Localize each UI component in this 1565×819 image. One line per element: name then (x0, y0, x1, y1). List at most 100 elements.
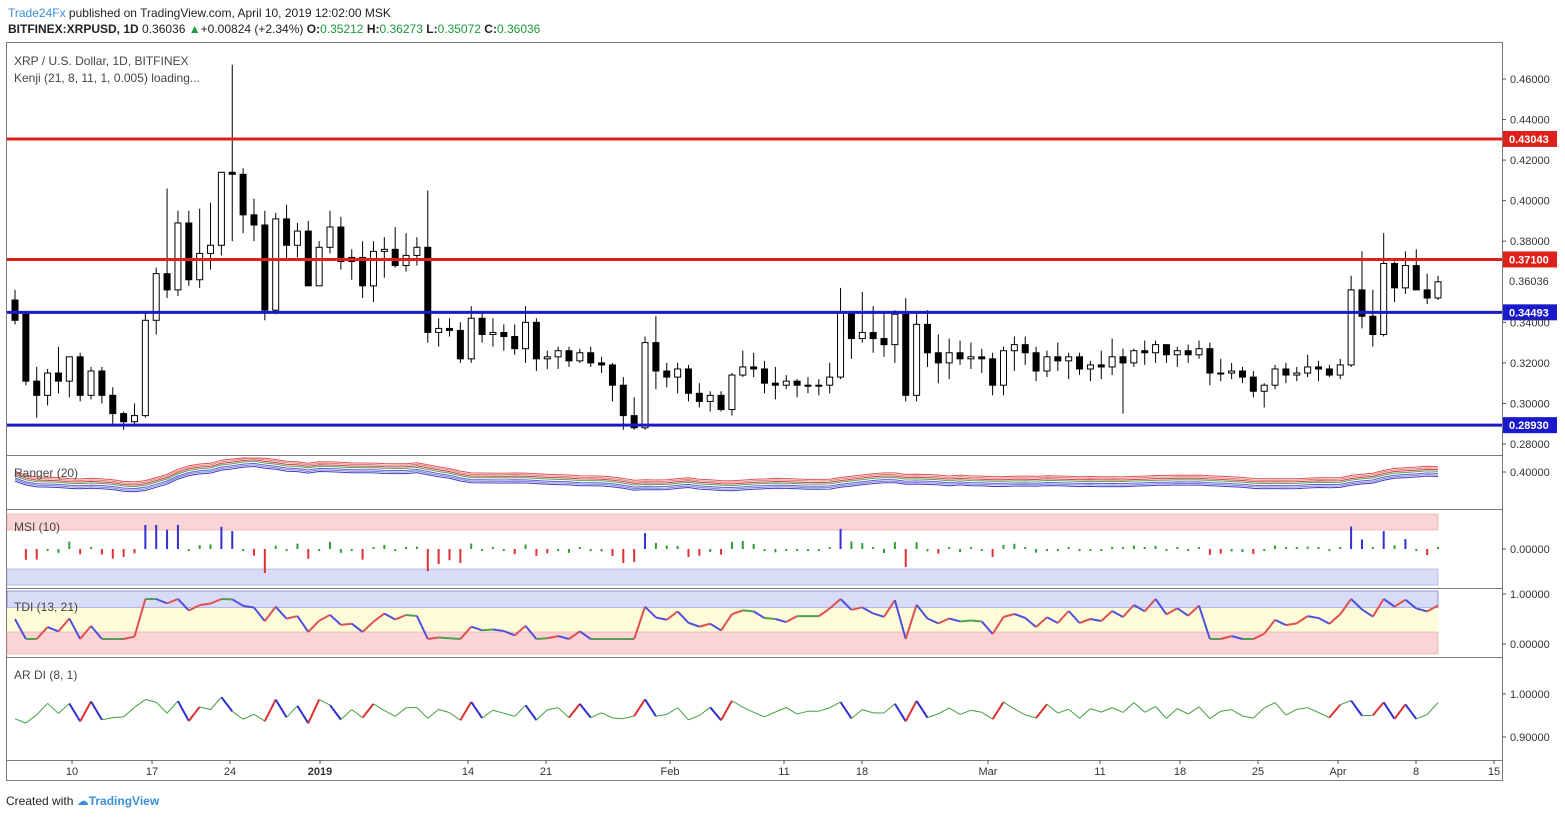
tdi-segment (1328, 613, 1341, 625)
msi-bar (644, 533, 647, 549)
msi-bar (861, 543, 864, 549)
msi-bar (1263, 549, 1266, 552)
ardi-segment (720, 700, 733, 721)
ardi-segment (785, 707, 798, 715)
ardi-segment (416, 707, 429, 719)
msi-bar (198, 545, 201, 549)
tdi-segment (231, 598, 244, 607)
last-price: 0.36036 (142, 22, 186, 36)
ardi-segment (1111, 707, 1124, 713)
price-tick-label: 0.46000 (1510, 74, 1550, 86)
ardi-segment (1242, 715, 1254, 719)
tdi-segment (1220, 635, 1232, 640)
ardi-segment (633, 698, 646, 717)
tdi-segment (416, 615, 429, 640)
tdi-segment (296, 615, 310, 633)
tdi-segment (1079, 618, 1091, 624)
tdi-segment (449, 637, 461, 640)
tdi-segment (57, 617, 71, 633)
ardi-segment (514, 704, 526, 717)
tdi-segment (915, 604, 929, 620)
tdi-segment (68, 617, 82, 640)
tdi-segment (742, 609, 754, 613)
msi-bar (1339, 547, 1342, 549)
tdi-segment (1394, 598, 1406, 608)
tdi-segment (427, 636, 439, 640)
ardi-segment (1166, 708, 1178, 719)
tdi-segment (482, 628, 494, 632)
candle-body (1423, 289, 1431, 299)
candle-body (1021, 344, 1029, 354)
tdi-segment (547, 635, 559, 640)
ardi-segment (970, 709, 982, 713)
msi-bar (796, 549, 799, 551)
msi-bar (1035, 549, 1038, 553)
candle-body (967, 356, 975, 360)
high-label: H: (366, 22, 380, 36)
ardi-segment (818, 707, 830, 712)
tdi-segment (1154, 598, 1168, 615)
msi-bar (111, 549, 114, 559)
candle-body (1010, 344, 1018, 352)
tdi-segment (1035, 616, 1048, 628)
candle-body (543, 356, 551, 360)
level-tag (1503, 130, 1557, 147)
candle-body (174, 222, 182, 291)
msi-bar (405, 546, 408, 549)
candle-body (11, 299, 19, 321)
ardi-segment (1231, 709, 1243, 717)
ardi-segment (177, 700, 190, 722)
tradingview-logo-text[interactable]: TradingView (88, 794, 160, 808)
ardi-segment (1404, 703, 1418, 720)
ardi-segment (839, 701, 853, 720)
ardi-segment (579, 703, 592, 719)
msi-bar (122, 549, 125, 557)
msi-bar (1078, 549, 1081, 552)
tdi-segment (383, 612, 396, 621)
ardi-segment (1426, 702, 1439, 715)
ardi-segment (373, 703, 385, 711)
time-tick-label: 11 (1094, 766, 1105, 778)
candle-body (554, 350, 562, 358)
ardi-segment (492, 709, 504, 714)
candle-body (391, 248, 399, 267)
msi-bar (318, 549, 321, 551)
ardi-segment (915, 700, 929, 719)
msi-bar (1013, 543, 1016, 549)
ardi-segment (851, 709, 863, 719)
ardi-segment (438, 708, 450, 714)
ardi-segment (1122, 702, 1135, 713)
ardi-segment (155, 701, 168, 714)
candle-body (1358, 289, 1366, 317)
candle-body (109, 394, 117, 415)
open-value: 0.35212 (320, 22, 364, 36)
candle-body (1401, 265, 1409, 289)
candle-body (587, 352, 595, 364)
candle-body (141, 319, 149, 417)
tdi-segment (90, 625, 103, 640)
tdi-segment (286, 615, 298, 620)
tdi-segment (731, 609, 744, 616)
tdi-segment (1046, 616, 1059, 624)
tdi-segment (709, 622, 722, 632)
author-link[interactable]: Trade24Fx (8, 6, 66, 20)
ardi-segment (1101, 707, 1113, 713)
ardi-segment (1382, 701, 1396, 720)
tdi-segment (470, 625, 483, 632)
msi-bar (1143, 547, 1146, 549)
tdi-segment (699, 622, 711, 628)
msi-bar (1002, 544, 1005, 549)
msi-bar (24, 549, 27, 560)
price-change: +0.00824 (+2.34%) (200, 22, 304, 36)
ardi-segment (470, 701, 483, 719)
tdi-segment (79, 625, 92, 640)
candle-body (228, 171, 236, 175)
msi-bar (90, 547, 93, 549)
ardi-segment (394, 707, 407, 717)
candle-body (782, 380, 790, 386)
candle-body (1119, 356, 1127, 364)
ardi-segment (829, 701, 841, 709)
tdi-segment (1133, 604, 1146, 613)
price-tick-label: 0.34000 (1510, 317, 1550, 329)
